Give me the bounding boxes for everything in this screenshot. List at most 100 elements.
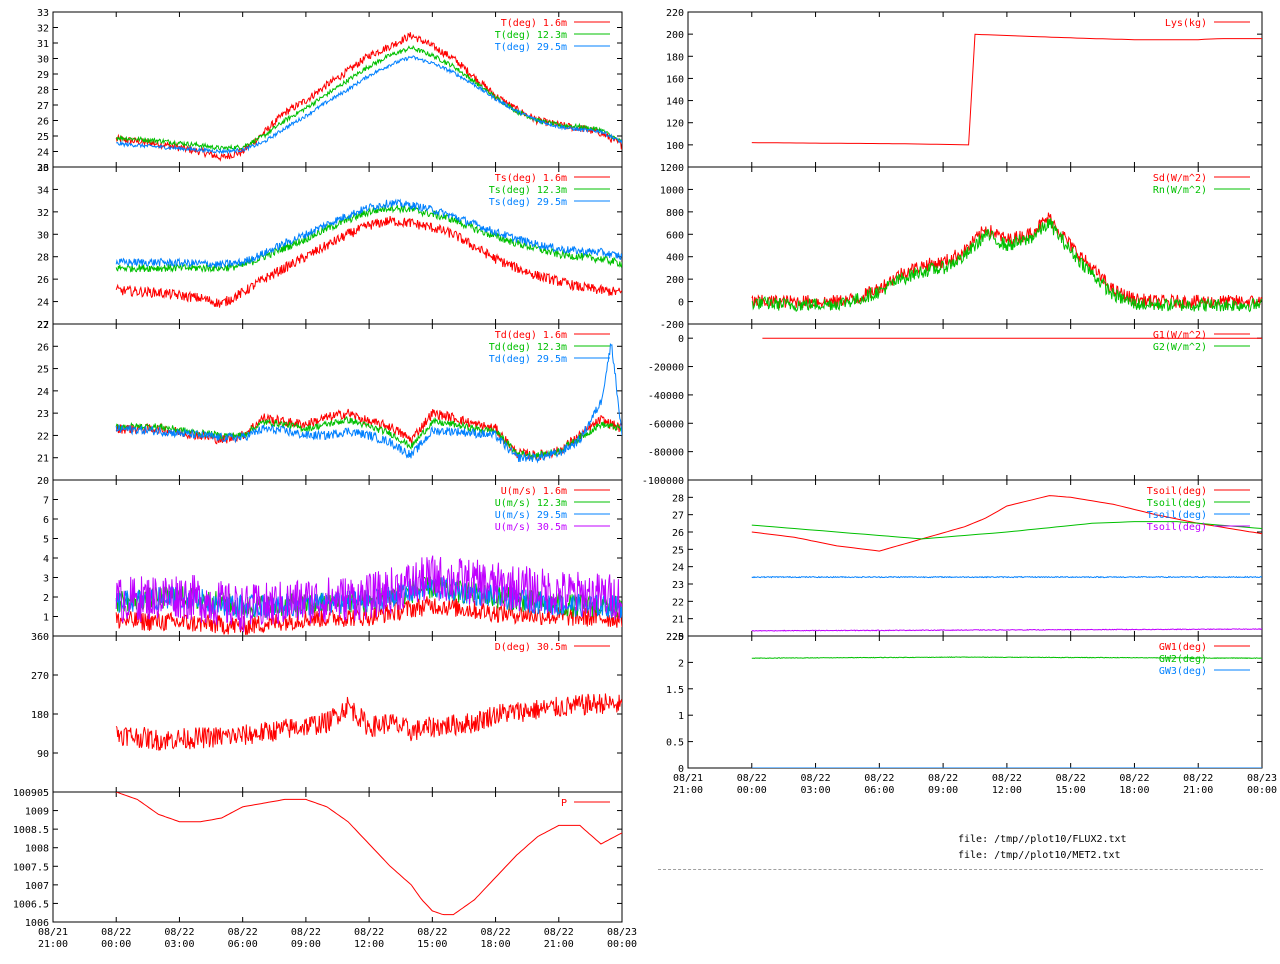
y-tick-label: 140 bbox=[666, 97, 684, 108]
y-tick-label: 24 bbox=[37, 387, 49, 398]
legend-label: U(m/s) 29.5m bbox=[495, 510, 567, 521]
y-tick-label: 0 bbox=[678, 764, 684, 775]
x-tick-date-left: 08/23 bbox=[607, 927, 637, 938]
y-tick-label: 28 bbox=[37, 86, 49, 97]
chart-panel-Tsoil: 202122232425262728Tsoil(deg)Tsoil(deg)Ts… bbox=[672, 479, 1263, 643]
x-tick-time-left: 21:00 bbox=[544, 939, 574, 950]
x-tick-date-left: 08/22 bbox=[291, 927, 321, 938]
y-tick-label: 26 bbox=[672, 528, 684, 539]
series-line-Tsoil-3 bbox=[751, 628, 1262, 632]
y-tick-label: 360 bbox=[31, 632, 49, 643]
y-tick-label: 20 bbox=[672, 632, 684, 643]
chart-panel-Lys: 100 120 140 160 180 200 220 Lys(kg) bbox=[666, 8, 1263, 168]
x-tick-time-left: 12:00 bbox=[354, 939, 384, 950]
y-tick-label: 600 bbox=[666, 230, 684, 241]
y-tick-label: 22 bbox=[37, 320, 49, 331]
y-tick-label: 27 bbox=[672, 511, 684, 522]
legend-label: T(deg) 1.6m bbox=[501, 18, 567, 29]
y-tick-label: 24 bbox=[672, 563, 684, 574]
y-tick-label: 400 bbox=[666, 253, 684, 264]
series-line-P-0 bbox=[116, 792, 622, 916]
y-tick-label: 25 bbox=[37, 365, 49, 376]
y-tick-label: 1 bbox=[43, 613, 49, 624]
chart-panel-P: 1006 1006.5 1007 1007.5 1008 1008.5 1009 100905… bbox=[13, 788, 623, 929]
x-tick-time-right: 18:00 bbox=[1119, 785, 1149, 796]
legend-label: G2(W/m^2) bbox=[1153, 342, 1207, 353]
y-tick-label: 23 bbox=[672, 580, 684, 591]
series-line-Sd-1 bbox=[751, 218, 1262, 313]
legend-label: Tsoil(deg) bbox=[1147, 522, 1207, 533]
x-tick-date-left: 08/22 bbox=[101, 927, 131, 938]
y-tick-label: 27 bbox=[37, 320, 49, 331]
series-line-U-3 bbox=[115, 555, 622, 633]
y-tick-label: 28 bbox=[37, 253, 49, 264]
legend-label: T(deg) 29.5m bbox=[495, 42, 567, 53]
y-tick-label: -200 bbox=[660, 320, 684, 331]
x-tick-date-right: 08/22 bbox=[864, 773, 894, 784]
y-tick-label: 1009 bbox=[25, 807, 49, 818]
y-tick-label: 21 bbox=[37, 454, 49, 465]
x-tick-time-left: 09:00 bbox=[291, 939, 321, 950]
separator-line bbox=[658, 869, 1263, 870]
y-tick-label: 200 bbox=[666, 275, 684, 286]
x-tick-time-right: 15:00 bbox=[1056, 785, 1086, 796]
x-tick-date-right: 08/22 bbox=[737, 773, 767, 784]
y-tick-label: 1007 bbox=[25, 881, 49, 892]
chart-panel-Sd: -200 0 200 400 600 800 1000 1200 Sd(W/m^2)Rn(W/m… bbox=[660, 163, 1263, 331]
y-tick-label: 1200 bbox=[660, 163, 684, 174]
x-tick-time-right: 06:00 bbox=[864, 785, 894, 796]
y-tick-label: 1006.5 bbox=[13, 899, 49, 910]
legend-label: Tsoil(deg) bbox=[1147, 498, 1207, 509]
plot-frame bbox=[52, 791, 623, 923]
x-tick-date-left: 08/22 bbox=[228, 927, 258, 938]
x-tick-time-right: 12:00 bbox=[992, 785, 1022, 796]
legend-label: Lys(kg) bbox=[1165, 18, 1207, 29]
x-tick-time-left: 15:00 bbox=[417, 939, 447, 950]
legend-label: U(m/s) 1.6m bbox=[501, 486, 567, 497]
x-tick-time-left: 00:00 bbox=[607, 939, 637, 950]
y-tick-label: 21 bbox=[672, 615, 684, 626]
y-tick-label: 24 bbox=[37, 148, 49, 159]
x-tick-date-left: 08/22 bbox=[481, 927, 511, 938]
legend-label: Td(deg) 29.5m bbox=[489, 354, 567, 365]
legend-label: Sd(W/m^2) bbox=[1153, 173, 1207, 184]
series-line-Td-2 bbox=[115, 342, 622, 464]
y-tick-label: 29 bbox=[37, 70, 49, 81]
series-line-Lys-0 bbox=[751, 33, 1262, 146]
x-tick-date-left: 08/22 bbox=[164, 927, 194, 938]
x-tick-time-left: 00:00 bbox=[101, 939, 131, 950]
legend-label: D(deg) 30.5m bbox=[495, 642, 567, 653]
y-tick-label: 2 bbox=[43, 593, 49, 604]
legend-label: Tsoil(deg) bbox=[1147, 486, 1207, 497]
y-tick-label: 22 bbox=[672, 597, 684, 608]
y-tick-label: 1 bbox=[678, 711, 684, 722]
x-tick-time-right: 00:00 bbox=[1247, 785, 1277, 796]
series-line-T-0 bbox=[115, 32, 622, 162]
y-tick-label: 30 bbox=[37, 55, 49, 66]
x-tick-date-right: 08/22 bbox=[1183, 773, 1213, 784]
chart-panel-U: 1 2 3 4 5 6 7 U(m/s) 1.6mU(m/s) 12.3mU(m/s) 29.… bbox=[43, 479, 623, 637]
x-tick-time-right: 00:00 bbox=[737, 785, 767, 796]
legend-label: G1(W/m^2) bbox=[1153, 330, 1207, 341]
legend-label: U(m/s) 30.5m bbox=[495, 522, 567, 533]
file-label-met: file: /tmp//plot10/MET2.txt bbox=[958, 850, 1121, 861]
x-tick-date-right: 08/22 bbox=[1056, 773, 1086, 784]
legend-label: Rn(W/m^2) bbox=[1153, 185, 1207, 196]
x-tick-date-left: 08/21 bbox=[38, 927, 68, 938]
series-line-Sd-0 bbox=[751, 212, 1262, 310]
legend-label: Ts(deg) 1.6m bbox=[495, 173, 567, 184]
y-tick-label: 5 bbox=[43, 535, 49, 546]
y-tick-label: 120 bbox=[666, 119, 684, 130]
y-tick-label: 1.5 bbox=[666, 685, 684, 696]
series-line-Tsoil-2 bbox=[751, 575, 1262, 579]
series-line-GW-1 bbox=[751, 656, 1262, 660]
x-tick-date-left: 08/22 bbox=[544, 927, 574, 938]
chart-panel-D: 90 180 270 360 D(deg) 30.5m bbox=[31, 632, 623, 793]
y-tick-label: 4 bbox=[43, 554, 49, 565]
x-tick-time-left: 06:00 bbox=[228, 939, 258, 950]
x-tick-date-right: 08/23 bbox=[1247, 773, 1277, 784]
legend-label: P bbox=[561, 798, 567, 809]
legend-label: Tsoil(deg) bbox=[1147, 510, 1207, 521]
